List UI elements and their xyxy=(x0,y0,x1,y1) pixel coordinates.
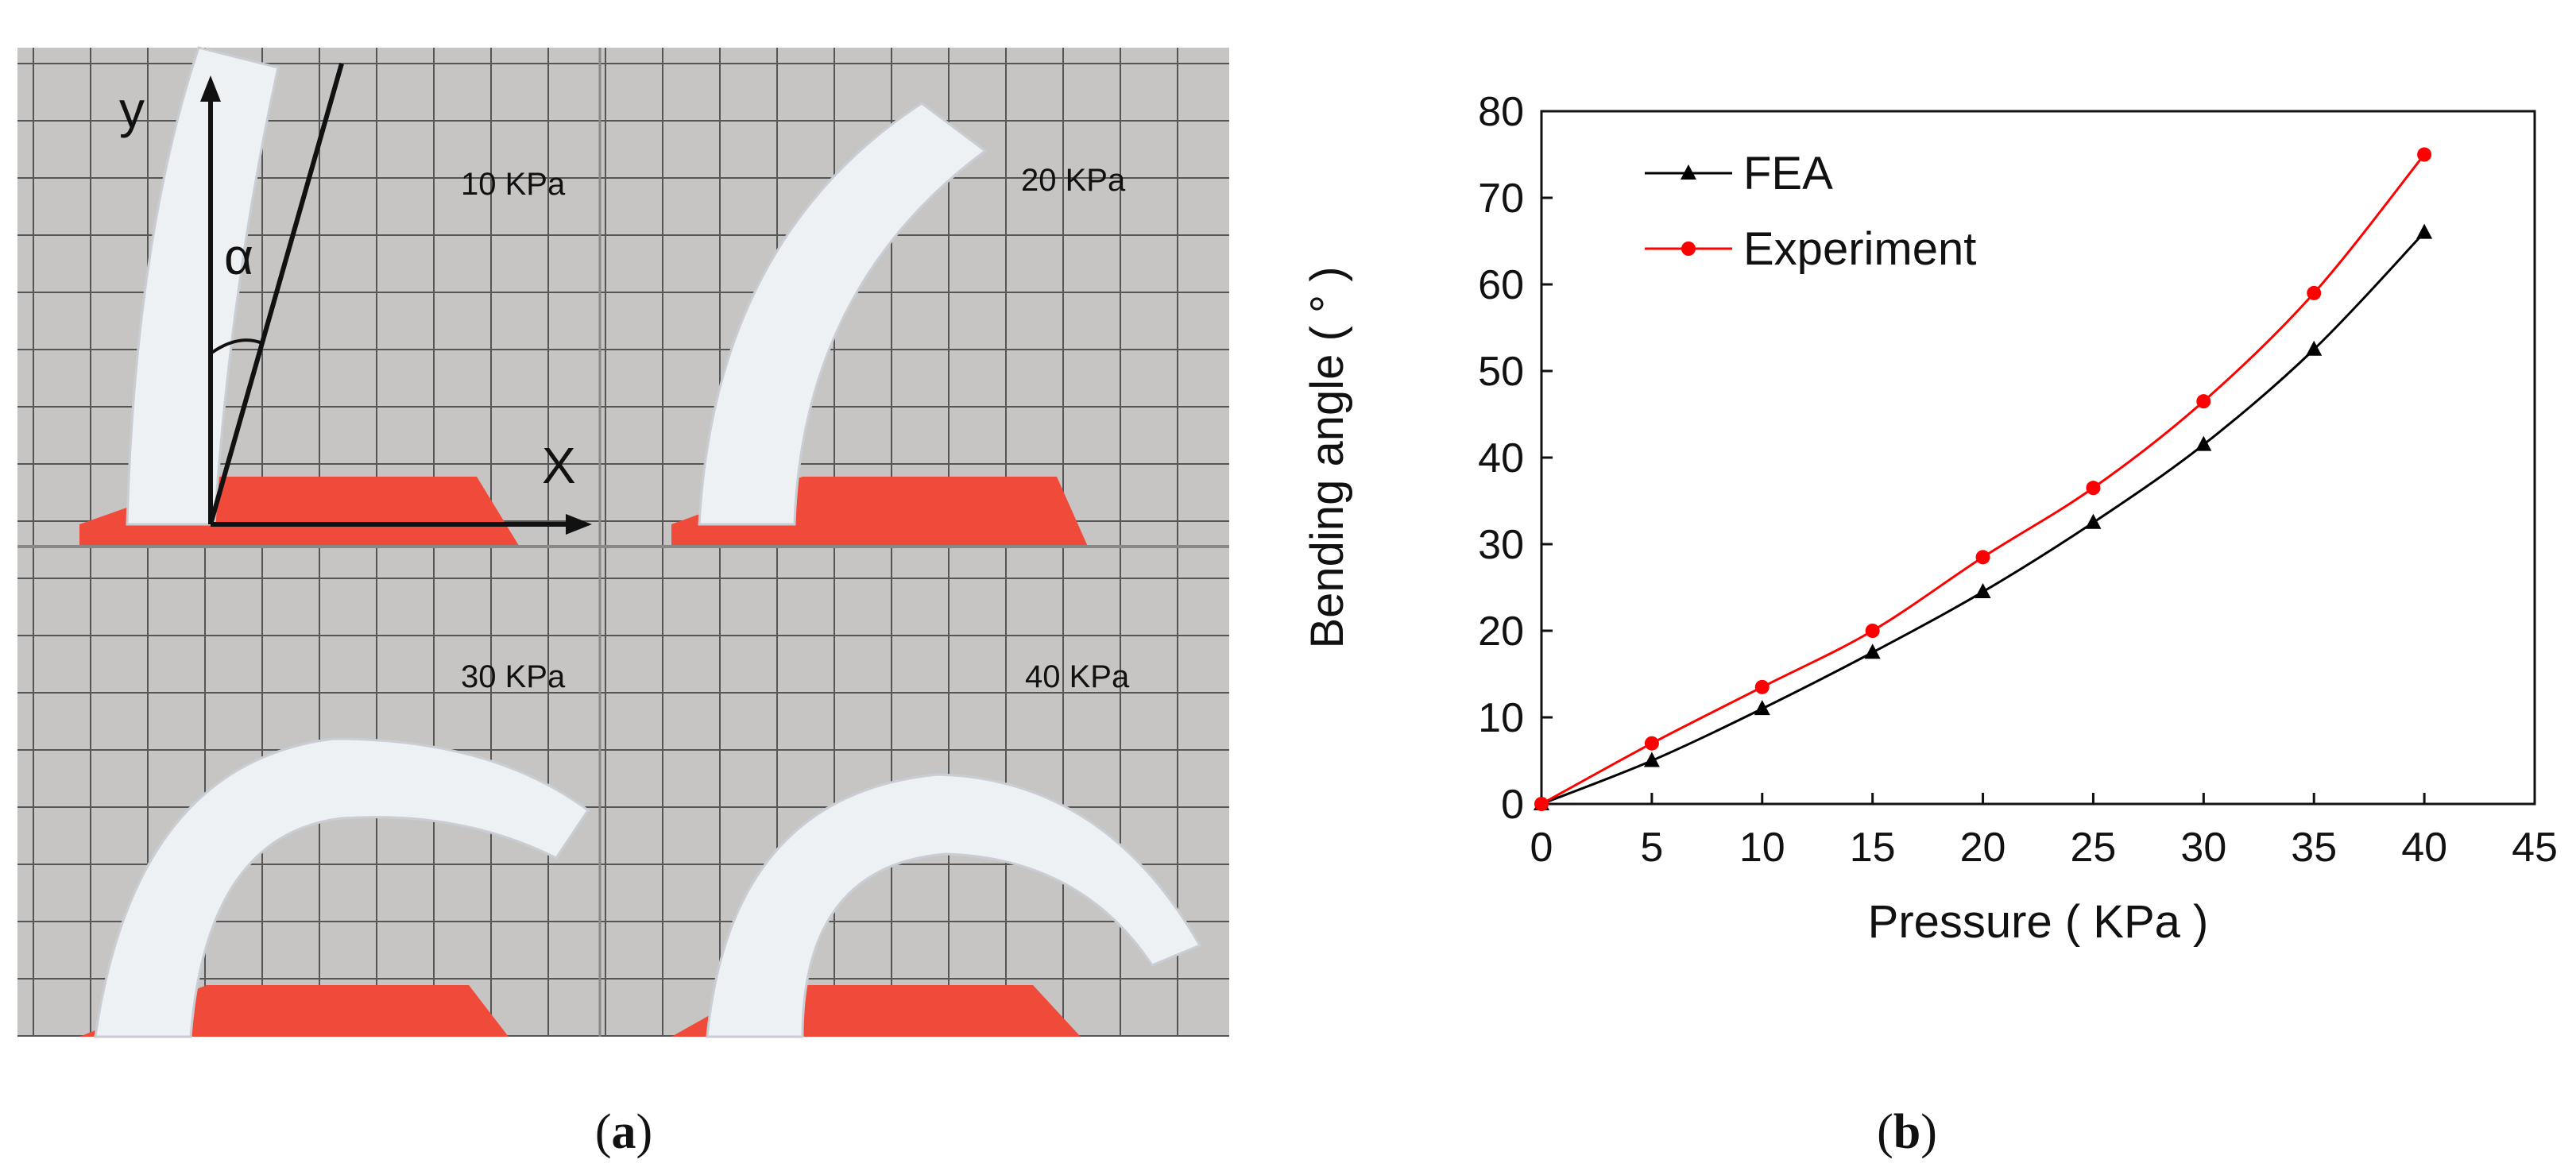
x-tick-label: 15 xyxy=(1850,825,1896,871)
label-20kpa: 20 KPa xyxy=(1021,163,1126,198)
x-tick-label: 20 xyxy=(1960,825,2006,871)
point-experiment xyxy=(1975,550,1990,565)
x-tick-label: 45 xyxy=(2512,825,2558,871)
label-40kpa: 40 KPa xyxy=(1025,659,1130,694)
x-axis-label: Pressure ( KPa ) xyxy=(1868,896,2209,948)
x-tick-label: 40 xyxy=(2401,825,2447,871)
x-tick-label: 10 xyxy=(1739,825,1785,871)
point-experiment xyxy=(2196,394,2211,409)
series-line-fea xyxy=(1541,231,2426,806)
angle-arc xyxy=(209,338,263,355)
actuator-20kpa xyxy=(698,102,988,526)
y-tick-label: 60 xyxy=(1478,262,1524,308)
legend-label-fea: FEA xyxy=(1743,148,1833,199)
point-fea xyxy=(1643,752,1660,767)
axis-letter-y: y xyxy=(119,81,145,138)
y-axis-label: Bending angle ( ° ) xyxy=(1302,266,1353,648)
label-10kpa: 10 KPa xyxy=(461,167,566,202)
legend-label-experiment: Experiment xyxy=(1743,223,1976,275)
actuator-40kpa xyxy=(706,773,1202,1038)
point-experiment xyxy=(2417,147,2432,162)
y-tick-label: 50 xyxy=(1478,349,1524,395)
point-fea xyxy=(2085,513,2102,529)
series-layer xyxy=(1534,147,2433,811)
panel-b-chart: 0 5 10 15 20 25 30 35 40 45 0 10 20 30 40 50 60 70 80 Pres… xyxy=(1302,89,2558,1159)
point-fea xyxy=(1754,700,1770,716)
x-tick-label: 5 xyxy=(1640,825,1663,871)
legend-marker-fea xyxy=(1681,164,1696,180)
legend: FEA Experiment xyxy=(1645,148,1976,275)
point-experiment xyxy=(2307,285,2322,300)
angle-alpha: α xyxy=(224,228,253,285)
series-line-experiment xyxy=(1541,153,2426,806)
point-fea xyxy=(2195,435,2212,451)
caption-b-open: ( xyxy=(1877,1105,1893,1159)
y-tick-label: 20 xyxy=(1478,609,1524,655)
point-fea xyxy=(1864,643,1881,659)
y-tick-label: 70 xyxy=(1478,176,1524,222)
y-tick-label: 0 xyxy=(1501,782,1524,828)
actuator-30kpa xyxy=(94,737,590,1038)
point-experiment xyxy=(1644,736,1659,751)
caption-a: (a) xyxy=(595,1105,652,1159)
series-experiment xyxy=(1534,147,2432,811)
caption-b-close: ) xyxy=(1920,1105,1937,1159)
y-tick-label: 30 xyxy=(1478,522,1524,568)
x-arrowhead xyxy=(566,514,592,535)
legend-marker-experiment xyxy=(1681,242,1696,256)
axis-letter-x: X xyxy=(542,437,576,494)
y-arrowhead xyxy=(200,75,221,102)
x-tick-label: 25 xyxy=(2071,825,2117,871)
point-experiment xyxy=(1534,797,1549,811)
point-experiment xyxy=(1754,679,1770,694)
x-tick-label: 30 xyxy=(2180,825,2226,871)
x-tick-label: 35 xyxy=(2291,825,2337,871)
caption-a-close: ) xyxy=(636,1105,653,1159)
caption-b: (b) xyxy=(1877,1105,1937,1159)
y-tick-label: 10 xyxy=(1478,695,1524,741)
axis-ticks: 0 5 10 15 20 25 30 35 40 45 0 10 20 30 40 50 60 70 80 xyxy=(1478,89,2558,871)
point-fea xyxy=(1975,582,1991,598)
point-fea xyxy=(2416,223,2433,239)
plot-frame xyxy=(1540,110,2536,806)
x-tick-label: 0 xyxy=(1530,825,1553,871)
label-30kpa: 30 KPa xyxy=(461,659,566,694)
panel-a-photos: y X α 10 KPa 20 KPa 30 KPa 40 KPa (a) xyxy=(17,46,1229,1159)
y-tick-label: 80 xyxy=(1478,89,1524,135)
point-experiment xyxy=(1865,624,1880,638)
point-fea xyxy=(2306,340,2323,356)
caption-a-open: ( xyxy=(595,1105,612,1159)
y-tick-label: 40 xyxy=(1478,435,1524,481)
point-experiment xyxy=(2086,481,2101,496)
caption-b-letter: b xyxy=(1893,1105,1920,1159)
caption-a-letter: a xyxy=(612,1105,636,1159)
bend-line xyxy=(208,63,344,525)
